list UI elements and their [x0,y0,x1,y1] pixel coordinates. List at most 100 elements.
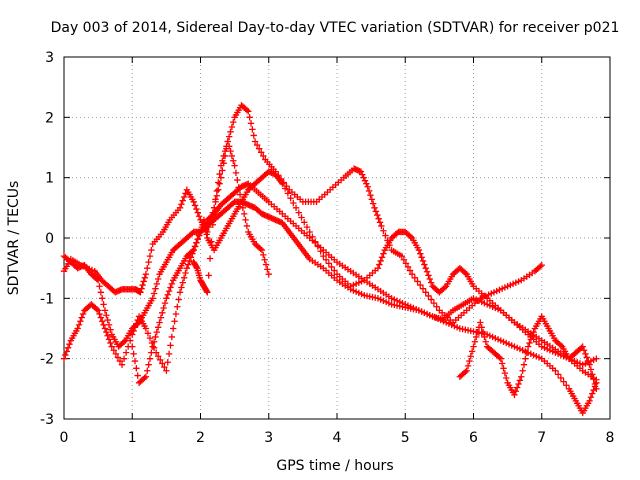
data-point [523,349,530,356]
data-point [77,318,84,325]
data-point [156,319,163,326]
data-point [372,208,380,215]
data-point [418,254,425,261]
data-point [231,162,238,169]
data-point [295,209,302,216]
data-point [157,314,165,321]
data-point [161,299,169,307]
data-point [441,284,449,291]
data-point [482,338,489,345]
data-point [104,316,111,324]
data-point [174,303,181,310]
data-point [139,281,146,289]
data-point [182,269,189,277]
chart-title: Day 003 of 2014, Sidereal Day-to-day VTE… [51,20,620,36]
data-point [94,307,102,314]
data-point [245,108,252,115]
x-tick-label: 7 [537,430,546,446]
data-point [201,220,208,227]
data-point [243,222,251,230]
data-point [579,343,586,350]
data-point [176,204,184,212]
data-point [234,176,241,184]
data-point [228,123,236,131]
data-point [215,179,222,186]
data-point [114,354,122,361]
data-point [247,120,255,127]
data-point [108,343,115,350]
data-point [377,257,384,265]
data-point [260,251,267,259]
data-point [250,132,257,139]
y-tick-label: 3 [45,50,54,66]
data-point [251,138,259,145]
data-point [152,285,159,292]
data-point [527,336,535,343]
data-point [225,143,233,150]
data-point [261,256,268,263]
data-point [220,152,227,160]
data-point [99,318,106,325]
data-point [101,325,109,332]
grid [64,57,610,419]
data-point [154,275,162,283]
data-point [503,374,510,382]
data-point [168,280,176,288]
data-point [425,292,432,300]
data-point [590,375,597,383]
data-point [219,157,226,164]
data-point [227,128,234,136]
data-point [563,382,570,389]
data-point [292,204,300,212]
data-point [287,194,294,202]
data-point [367,191,374,199]
data-point [589,371,596,378]
data-point [154,353,162,360]
data-point [426,275,434,283]
data-point [404,263,412,271]
data-point [368,196,376,203]
data-point [430,299,438,307]
data-point [322,256,330,263]
data-point [179,197,186,204]
x-axis-label: GPS time / hours [276,458,393,474]
data-point [462,269,469,277]
data-point [140,278,147,285]
y-tick-label: 0 [45,231,54,247]
data-point [208,238,215,245]
data-point [100,321,107,329]
data-point [107,326,114,333]
data-point [560,378,567,385]
data-point [204,289,211,296]
data-point [107,339,114,347]
data-point [202,227,210,234]
series-track-e [190,138,272,296]
data-point [522,355,529,362]
data-point [311,238,319,245]
data-point [221,147,229,155]
series-track-f [456,313,600,399]
data-point [152,333,159,341]
data-point [137,289,144,296]
data-point [516,377,524,384]
data-point [148,246,155,254]
data-point [474,328,481,336]
data-point [414,278,421,285]
data-point [582,350,589,358]
data-point [591,380,599,388]
data-point [202,223,209,231]
data-point [422,264,429,272]
data-points [60,102,600,417]
data-point [240,210,248,218]
data-point [265,271,272,278]
data-point [586,361,593,368]
data-point [216,180,223,187]
data-point [78,314,85,321]
data-point [520,361,528,368]
data-point [325,260,333,267]
data-point [209,221,216,228]
data-point [148,349,155,356]
data-point [178,284,185,291]
data-point [320,252,327,260]
